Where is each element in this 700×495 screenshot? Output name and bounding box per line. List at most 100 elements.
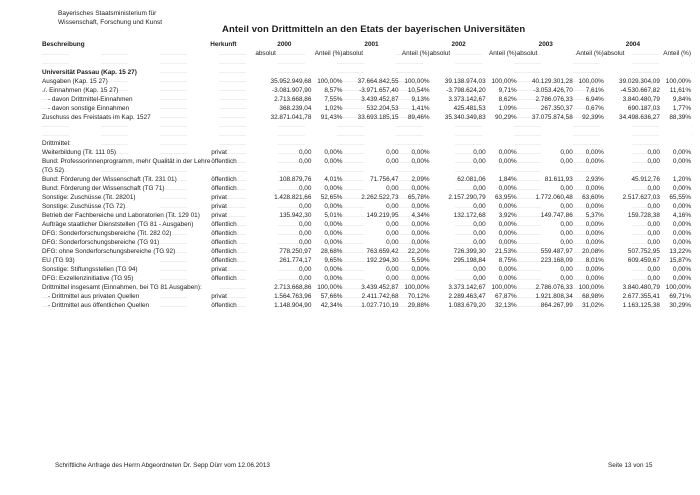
cell-absolut	[255, 68, 311, 77]
cell-absolut: 1.148.904,90	[274, 302, 312, 309]
cell-absolut: 0,00	[560, 221, 573, 228]
cell-absolut: 35.340.349,83	[444, 114, 486, 121]
cell-anteil	[486, 68, 517, 77]
cell-absolut	[430, 68, 486, 77]
cell-anteil	[573, 139, 604, 148]
cell-absolut: -3.971.657,40	[359, 87, 399, 94]
cell-anteil: 92,39%	[582, 114, 604, 121]
row-label: (TG 52)	[42, 167, 65, 174]
cell-anteil: 22,20%	[407, 248, 430, 255]
cell-anteil: 0,00%	[585, 275, 604, 282]
table-row: Sonstige: Stiftungsstellen (TG 94) privat…	[42, 265, 691, 274]
cell-anteil: 100,00%	[491, 284, 517, 291]
cell-anteil: 0,67%	[585, 105, 604, 112]
cell-anteil: 91,43%	[320, 114, 343, 121]
cell-anteil	[573, 166, 604, 175]
cell-absolut: 0,00	[473, 158, 486, 165]
cell-anteil: 0,00%	[324, 158, 343, 165]
cell-absolut	[604, 68, 660, 77]
cell-absolut	[342, 68, 398, 77]
cell-absolut: 2.517.627,03	[622, 194, 660, 201]
table-row: DFG: ohne Sonderforschungsbereiche (TG 9…	[42, 247, 691, 256]
cell-absolut: 2.157.290,79	[448, 194, 486, 201]
row-label: Sonstige: Zuschüsse (Tit. 28201)	[42, 194, 136, 201]
cell-anteil	[311, 166, 342, 175]
row-label: - Drittmittel aus öffentlichen Quellen	[48, 302, 150, 309]
cell-absolut: 3.840.480,79	[622, 284, 660, 291]
subheader-absolut: absolut	[342, 50, 364, 57]
empty-header-cell	[210, 49, 255, 58]
row-herkunft: öffentlich	[211, 158, 237, 165]
cell-absolut: 0,00	[647, 266, 660, 273]
cell-anteil: 0,00%	[672, 203, 691, 210]
cell-anteil: 32,13%	[495, 302, 517, 309]
cell-anteil: 15,87%	[669, 257, 691, 264]
cell-absolut	[255, 166, 311, 175]
row-label: Ausgaben (Kap. 15 27)	[42, 78, 108, 85]
cell-anteil	[311, 68, 342, 77]
cell-absolut: 1.027.710,19	[361, 302, 399, 309]
cell-anteil	[660, 166, 691, 175]
cell-anteil: 100,00%	[665, 284, 691, 291]
cell-absolut: 0,00	[473, 203, 486, 210]
row-label: DFG: Exzellenzinitiative (TG 95)	[42, 275, 134, 282]
row-label: Weiterbildung (Tit. 111 05)	[42, 149, 116, 156]
column-header-year-2001: 2001	[364, 41, 379, 48]
cell-anteil: 0,00%	[411, 149, 430, 156]
header-row-years: Beschreibung Herkunft 2000 2001 2002 200…	[42, 40, 691, 49]
row-label: Drittmittel insgesamt (Einnahmen, bei TG…	[42, 284, 202, 291]
table-row: Sonstige: Zuschüsse (TG 72) privat 0,00 0,0…	[42, 202, 691, 211]
cell-anteil: 100,00%	[578, 78, 604, 85]
row-label: Zuschuss des Freistaats im Kap. 1527	[42, 114, 151, 121]
cell-absolut: 1.772.060,48	[535, 194, 573, 201]
row-label: Drittmittel:	[42, 140, 71, 147]
cell-anteil: 0,00%	[411, 230, 430, 237]
cell-anteil: 0,00%	[498, 275, 517, 282]
cell-absolut: 81.611,93	[544, 176, 573, 183]
column-header-year-2003: 2003	[538, 41, 553, 48]
cell-absolut: 223.168,09	[540, 257, 573, 264]
subheader-absolut: absolut	[429, 50, 451, 57]
row-herkunft	[210, 104, 255, 113]
cell-absolut: 763.659,42	[366, 248, 399, 255]
cell-absolut	[604, 166, 660, 175]
table-row: EU (TG 93) öffentlich 261.774,17 9,65% 192.2…	[42, 256, 691, 265]
cell-anteil	[486, 139, 517, 148]
cell-anteil: 0,00%	[585, 185, 604, 192]
cell-anteil: 5,59%	[411, 257, 430, 264]
cell-anteil: 0,00%	[498, 158, 517, 165]
empty-header-cell	[42, 49, 210, 58]
table-row: ./. Einnahmen (Kap. 15 27) -3.081.907,90 8…	[42, 86, 691, 95]
cell-absolut: 0,00	[386, 149, 399, 156]
table-row: DFG: Sonderforschungsbereiche (Tit. 282 …	[42, 229, 691, 238]
page-title: Anteil von Drittmitteln an den Etats der…	[222, 24, 526, 35]
cell-absolut: 507.752,95	[627, 248, 660, 255]
cell-absolut: 159.728,38	[627, 212, 660, 219]
cell-anteil: 8,57%	[324, 87, 343, 94]
cell-absolut: -4.530.667,82	[620, 87, 660, 94]
cell-absolut: 0,00	[386, 203, 399, 210]
row-herkunft: öffentlich	[211, 176, 237, 183]
cell-absolut: 0,00	[560, 266, 573, 273]
row-label: DFG: ohne Sonderforschungsbereiche (TG 9…	[42, 248, 176, 255]
cell-absolut	[517, 166, 573, 175]
table-row: DFG: Sonderforschungsbereiche (TG 91) öff…	[42, 238, 691, 247]
cell-anteil: 0,00%	[324, 149, 343, 156]
cell-anteil: 0,00%	[324, 239, 343, 246]
cell-anteil: 42,34%	[320, 302, 343, 309]
cell-anteil: 0,00%	[585, 221, 604, 228]
table-row: - Drittmittel aus öffentlichen Quellen öf…	[42, 301, 691, 310]
row-herkunft: privat	[211, 149, 227, 156]
cell-anteil: 1,77%	[672, 105, 691, 112]
cell-absolut: 33.693.185,15	[357, 114, 399, 121]
footer-page-number: Seite 13 von 15	[608, 462, 653, 469]
cell-anteil: 7,61%	[585, 87, 604, 94]
cell-absolut	[342, 139, 398, 148]
cell-anteil: 5,01%	[324, 212, 343, 219]
cell-absolut: 0,00	[386, 221, 399, 228]
cell-anteil: 0,00%	[411, 266, 430, 273]
cell-absolut: 0,00	[647, 230, 660, 237]
row-herkunft: öffentlich	[211, 185, 237, 192]
subheader-absolut: absolut	[603, 50, 625, 57]
drittmittel-table: Beschreibung Herkunft 2000 2001 2002 200…	[42, 40, 691, 310]
